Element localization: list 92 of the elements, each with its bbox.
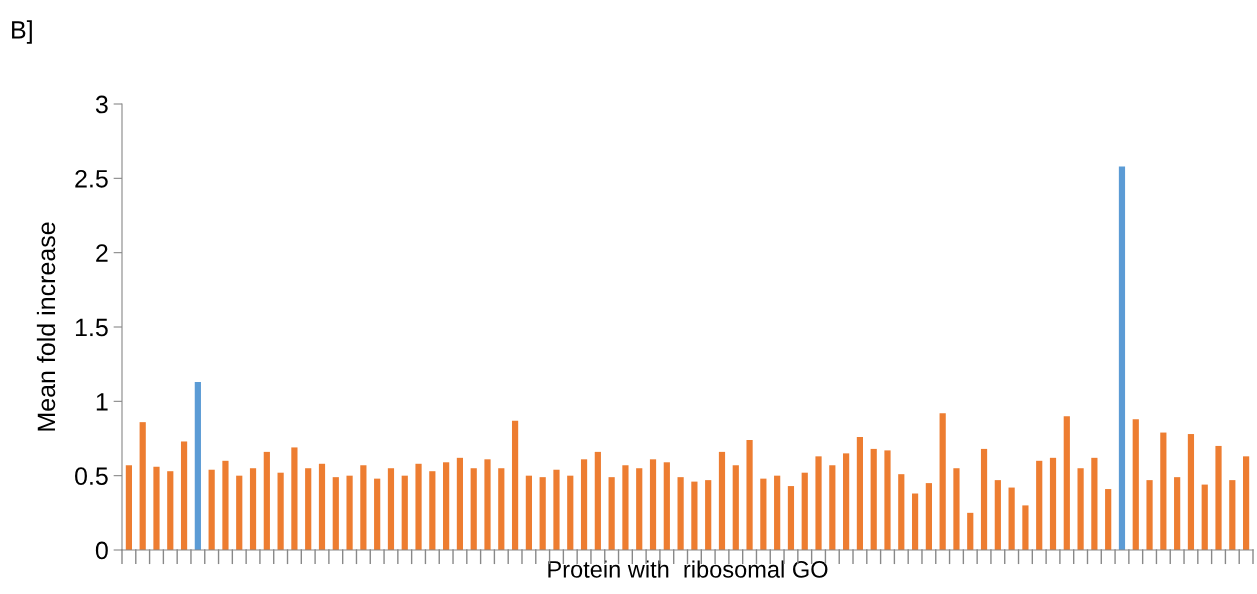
bar <box>622 465 629 550</box>
bar <box>649 459 657 550</box>
bar <box>180 441 188 550</box>
bar <box>374 478 381 550</box>
bar <box>1077 468 1084 550</box>
bar <box>263 451 270 550</box>
y-tick-label: 1 <box>96 393 108 411</box>
bar <box>1160 432 1167 550</box>
bar <box>236 475 243 550</box>
bar <box>774 475 781 550</box>
bar <box>511 420 519 550</box>
bar <box>815 456 822 550</box>
bar <box>470 468 477 550</box>
bar <box>1022 505 1029 550</box>
bar <box>567 475 574 550</box>
bar <box>1118 166 1126 550</box>
bar <box>208 469 215 550</box>
bar <box>1105 489 1112 550</box>
bar <box>1174 477 1181 550</box>
x-axis-title: Protein with ribosomal GO <box>548 560 828 578</box>
bar <box>443 462 450 550</box>
bar <box>911 493 919 550</box>
bar <box>939 413 946 550</box>
bar <box>608 477 615 550</box>
bar <box>980 448 988 550</box>
bar <box>1132 419 1139 550</box>
bar <box>553 469 560 550</box>
bar <box>732 465 739 550</box>
bar <box>153 466 160 550</box>
bar <box>318 463 326 550</box>
bar <box>484 459 491 550</box>
bar <box>663 462 670 550</box>
bar <box>429 471 436 550</box>
bar <box>1146 480 1153 550</box>
bar <box>1063 416 1070 550</box>
bar <box>249 468 257 550</box>
bar <box>291 447 298 550</box>
bar <box>1201 484 1208 550</box>
bar <box>1229 480 1236 550</box>
bar <box>843 453 850 550</box>
bar <box>580 459 588 550</box>
bar <box>194 382 201 550</box>
bar <box>1008 487 1015 550</box>
bar <box>139 422 146 550</box>
bar <box>787 486 795 550</box>
bar <box>746 439 753 550</box>
bar <box>691 481 698 550</box>
bar <box>898 474 905 550</box>
bar <box>456 457 464 550</box>
bar <box>305 468 312 550</box>
bar <box>167 471 174 550</box>
y-tick-label: 0.5 <box>75 467 108 485</box>
bar <box>801 472 808 550</box>
bar <box>539 477 546 550</box>
bar <box>884 450 891 550</box>
bar <box>925 483 932 550</box>
bar <box>360 465 367 550</box>
y-tick-label: 0 <box>95 541 108 560</box>
bar <box>760 478 767 550</box>
bar <box>1049 457 1057 550</box>
bar <box>401 475 408 550</box>
y-tick-label: 3 <box>95 95 108 114</box>
y-tick-label: 1.5 <box>75 318 108 337</box>
y-tick-label: 2 <box>96 244 108 262</box>
bar <box>677 477 684 550</box>
bar <box>332 477 339 550</box>
bar <box>718 451 726 550</box>
bar <box>705 480 712 550</box>
bar <box>387 468 395 550</box>
bar <box>636 468 643 550</box>
bar <box>856 437 864 550</box>
bar <box>967 512 974 550</box>
bar <box>953 468 960 550</box>
bar <box>1215 445 1222 550</box>
bar <box>1187 434 1195 550</box>
y-tick-label: 2.5 <box>75 169 108 188</box>
bar <box>125 465 132 550</box>
bar <box>346 475 353 550</box>
y-axis-title: Mean fold increase <box>36 222 56 431</box>
bar <box>994 480 1001 550</box>
bar <box>1091 457 1098 550</box>
bar <box>594 451 601 550</box>
bar <box>525 475 532 550</box>
bar <box>829 465 836 550</box>
bar <box>870 448 877 550</box>
bar <box>415 463 422 550</box>
bar <box>1036 460 1043 550</box>
bar <box>498 468 505 550</box>
bar <box>277 472 284 550</box>
bar <box>1243 456 1250 550</box>
chart-title: B] <box>12 20 32 44</box>
bar <box>222 460 229 550</box>
